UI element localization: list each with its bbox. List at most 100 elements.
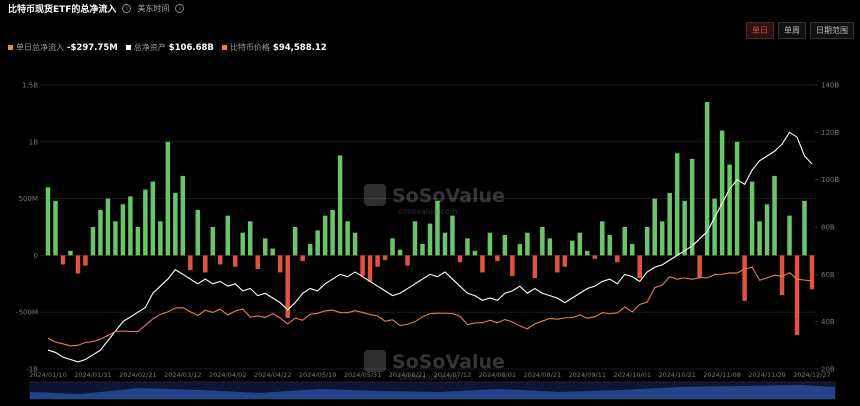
button[interactable]: 单日 [746,22,774,39]
bar [83,255,88,266]
navigator-area [30,385,835,399]
bar [749,181,755,256]
bar [435,200,440,256]
bar [450,215,455,256]
x-tick-label: 2024/05/31 [344,371,381,379]
bar [105,198,111,256]
bar [382,255,388,260]
bar [674,153,680,256]
bar [779,255,785,296]
x-tick-label: 2024/10/21 [658,371,695,379]
x-tick-label: 2024/04/22 [254,371,291,379]
timezone: 美东时间 [137,4,170,13]
bar [532,255,538,279]
bar [68,250,73,256]
bar [345,221,350,256]
bar [45,187,51,256]
bar [98,209,103,256]
legend-name: 比特币价格 [229,43,270,52]
x-tick-label: 2024/12/27 [793,371,830,379]
bar [697,255,702,279]
bar [809,255,815,290]
bar [787,215,792,256]
bar [682,200,687,256]
y-tick-label: 1.5B [22,82,38,90]
watermark-site: sosovalue.com [398,373,458,382]
legend-item[interactable]: 比特币价格 $94,588.12 [221,42,327,53]
bar [487,232,493,256]
info-icon[interactable]: i [175,4,185,13]
bar [412,221,418,256]
x-tick-label: 2024/01/31 [74,371,111,379]
bar [277,255,283,273]
legend-name: 单日总净流入 [16,43,64,52]
line [47,131,813,363]
bar [53,200,58,256]
bar [757,221,762,256]
watermark-logo [364,350,386,372]
x-tick-label: 2024/10/01 [614,371,651,379]
bar [764,204,770,256]
bar [262,238,268,256]
x-tick-label: 2024/02/21 [119,371,156,379]
bar [742,255,747,301]
watermark: SoSoValue sosovalue.com SoSoValue sosova… [364,184,505,382]
bar [637,255,642,279]
bar [659,221,665,256]
bar [600,221,605,256]
y2-tick-label: 20B [821,366,835,374]
bar [75,255,81,274]
info-icon[interactable]: i [122,4,132,13]
bar [644,227,650,256]
watermark-logo [364,184,386,206]
bar [525,232,530,256]
y-tick-label: 1B [29,138,38,146]
bar [188,255,193,271]
y-tick-label: 500M [19,195,38,203]
legend-item[interactable]: 单日总净流入 -$297.75M [8,42,118,53]
bar [547,238,553,256]
bar [502,234,508,256]
bar [330,209,335,256]
bar [577,232,583,256]
bar [689,158,695,256]
bar [292,227,298,256]
toolbar: 单日 单周 日期范围 [746,22,854,39]
bar [270,248,275,256]
legend-item[interactable]: 总净资产 $106.68B [125,42,214,53]
legend-value: -$297.75M [67,42,118,53]
y2-tick-label: 140B [821,82,839,90]
bar [195,209,201,256]
bar [802,200,807,256]
bar [585,250,590,256]
y-tick-label: -500M [16,309,38,317]
bar [352,232,358,256]
bar [495,255,500,262]
bar [510,255,515,276]
bar [90,227,96,256]
watermark-text: SoSoValue [392,185,505,207]
bar [667,192,672,256]
x-tick-label: 2024/08/21 [524,371,561,379]
bar [472,250,478,256]
x-tick-label: 2024/05/10 [299,371,336,379]
bar [457,255,463,263]
bar [555,255,560,273]
button[interactable]: 单周 [778,22,806,39]
bar [173,192,178,256]
watermark-site: sosovalue.com [398,207,458,216]
header: 比特币现货ETF的总净流入 i 美东时间 i [8,2,185,15]
bar [210,227,216,256]
bar [128,196,133,256]
x-tick-label: 2024/11/29 [748,371,785,379]
bar [360,255,365,276]
bar [203,255,208,273]
bar [337,155,343,256]
y2-tick-label: 60B [821,271,835,279]
button[interactable]: 日期范围 [810,22,854,39]
bar [180,175,186,256]
bar [375,255,380,267]
watermark-text: SoSoValue [392,351,505,373]
